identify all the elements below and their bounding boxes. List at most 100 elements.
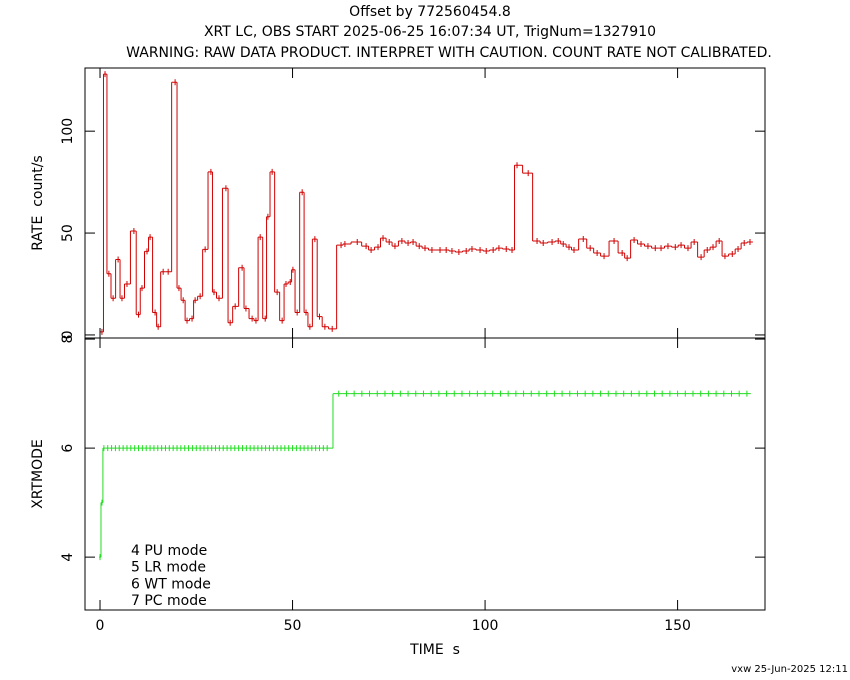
step-point — [132, 445, 137, 452]
step-point — [689, 390, 697, 397]
y-tick-label: 50 — [60, 224, 76, 242]
step-point — [167, 445, 172, 452]
step-point — [236, 445, 241, 452]
step-point — [121, 445, 126, 452]
step-point — [635, 390, 643, 397]
step-point — [238, 264, 245, 271]
step-point — [527, 390, 536, 397]
step-point — [619, 390, 628, 397]
step-point — [266, 213, 271, 220]
step-point — [198, 445, 203, 452]
step-point — [481, 390, 489, 397]
legend-text: 5 LR mode — [131, 560, 206, 576]
step-point — [178, 445, 183, 452]
plot-frame — [84, 67, 766, 339]
step-point — [593, 250, 601, 257]
step-point — [109, 445, 114, 452]
step-point — [684, 245, 692, 252]
step-point — [435, 246, 444, 253]
step-point — [106, 270, 111, 277]
step-point — [368, 246, 375, 253]
step-point — [252, 445, 256, 452]
step-point — [542, 390, 551, 397]
step-point — [286, 445, 291, 452]
step-point — [735, 390, 744, 397]
step-point — [221, 445, 226, 452]
step-point — [140, 445, 145, 452]
step-point — [404, 390, 412, 397]
step-point — [309, 445, 314, 452]
step-point — [151, 445, 156, 452]
step-point — [450, 390, 459, 397]
step-point — [128, 445, 133, 452]
step-point — [225, 445, 230, 452]
step-point — [496, 245, 503, 252]
step-point — [365, 390, 374, 397]
step-point — [691, 239, 698, 246]
step-point — [140, 285, 145, 292]
step-point — [618, 250, 625, 257]
step-point — [637, 241, 645, 248]
step-point — [102, 445, 106, 452]
step-point — [398, 238, 405, 245]
step-point — [449, 247, 456, 254]
step-point — [313, 445, 318, 452]
step-point — [681, 390, 690, 397]
step-point — [110, 295, 116, 302]
step-point — [658, 390, 667, 397]
y-tick-label: 8 — [60, 335, 76, 344]
step-point — [428, 246, 436, 253]
step-point — [496, 390, 505, 397]
step-point — [416, 243, 423, 250]
step-point — [380, 235, 387, 242]
step-point — [488, 390, 497, 397]
step-point — [573, 390, 582, 397]
step-point — [644, 243, 652, 250]
step-point — [244, 445, 249, 452]
step-point — [152, 309, 157, 316]
step-point — [392, 243, 399, 250]
step-point — [728, 251, 736, 258]
x-tick-label: 0 — [96, 618, 105, 634]
step-point — [650, 390, 659, 397]
step-point — [435, 390, 443, 397]
step-point — [144, 445, 149, 452]
y-tick-label: 4 — [60, 553, 76, 562]
step-point — [232, 303, 239, 310]
step-point — [373, 390, 382, 397]
step-point — [100, 328, 104, 335]
step-point — [120, 295, 125, 302]
step-point — [381, 390, 389, 397]
x-tick-label: 50 — [284, 618, 302, 634]
step-point — [336, 242, 343, 249]
step-point — [469, 245, 477, 252]
legend-text: 6 WT mode — [131, 576, 211, 592]
step-point — [130, 228, 137, 235]
step-point — [136, 445, 141, 452]
step-point — [263, 445, 268, 452]
step-point — [609, 238, 619, 245]
step-point — [462, 247, 470, 254]
step-point — [312, 236, 318, 243]
step-point — [342, 390, 351, 397]
step-point — [519, 390, 528, 397]
step-point — [565, 390, 574, 397]
step-point — [532, 238, 541, 245]
step-point — [571, 246, 579, 253]
step-point — [410, 239, 417, 246]
step-point — [600, 253, 610, 260]
step-point — [291, 266, 296, 273]
step-point — [136, 311, 141, 318]
step-point — [103, 71, 107, 78]
step-point — [171, 79, 178, 86]
step-point — [604, 390, 613, 397]
step-point — [117, 445, 122, 452]
step-point — [388, 390, 397, 397]
y-tick-label: 0 — [60, 330, 76, 339]
step-point — [697, 254, 705, 261]
step-point — [255, 445, 260, 452]
step-point — [240, 445, 245, 452]
step-point — [232, 445, 237, 452]
step-point — [361, 243, 369, 250]
